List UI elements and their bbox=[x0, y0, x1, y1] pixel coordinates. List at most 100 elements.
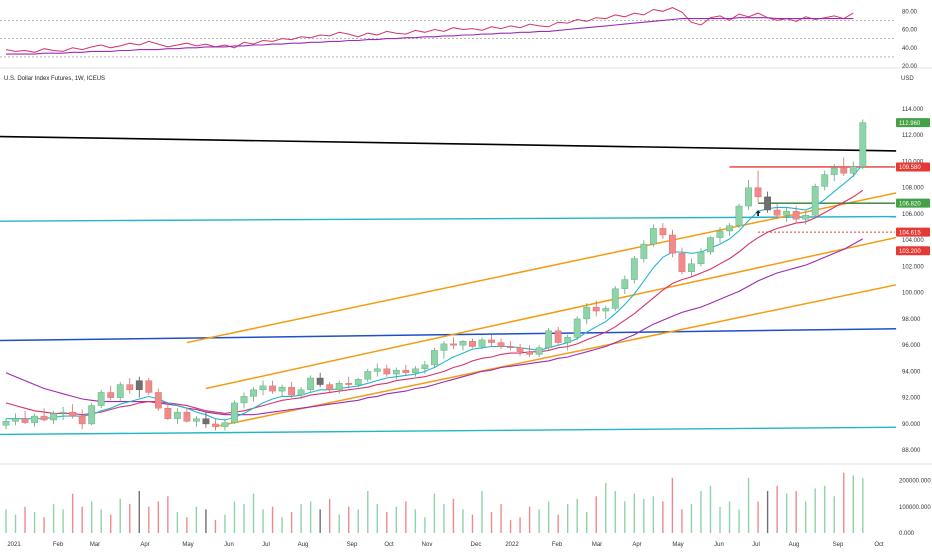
candle-body bbox=[526, 351, 534, 355]
volume-bar bbox=[576, 498, 578, 533]
candle-body bbox=[307, 377, 315, 391]
candle-body bbox=[431, 350, 438, 366]
x-tick-label: Mar bbox=[592, 542, 602, 548]
channel-line-mid bbox=[205, 236, 897, 390]
volume-bar bbox=[110, 514, 112, 533]
volume-bar bbox=[367, 491, 369, 533]
candle-body bbox=[802, 215, 810, 220]
price-tick-label: 98.000 bbox=[902, 317, 921, 323]
volume-bar bbox=[233, 501, 236, 533]
x-tick-label: Jul bbox=[262, 542, 270, 548]
volume-bar bbox=[462, 509, 464, 533]
volume-bar bbox=[852, 475, 854, 533]
rsi-line bbox=[5, 7, 854, 53]
volume-bar bbox=[148, 506, 150, 533]
candle-body bbox=[69, 411, 77, 417]
candle-body bbox=[392, 369, 400, 375]
volume-bar bbox=[205, 509, 207, 533]
candle-body bbox=[592, 306, 600, 312]
candle-body bbox=[278, 386, 286, 392]
volume-bar bbox=[700, 491, 702, 533]
volume-tick-label: 200000.000 bbox=[899, 479, 931, 485]
candle-body bbox=[745, 187, 752, 207]
x-tick-label: 2022 bbox=[505, 542, 519, 548]
candle-body bbox=[12, 418, 19, 422]
volume-bar bbox=[395, 506, 398, 533]
support-line-cyan-upper bbox=[0, 215, 897, 222]
volume-bar bbox=[547, 501, 550, 533]
candle-body bbox=[783, 211, 791, 216]
candle-body bbox=[259, 385, 267, 391]
candle-body bbox=[507, 346, 514, 349]
rsi-panel[interactable] bbox=[0, 0, 932, 68]
volume-bar bbox=[14, 514, 17, 533]
x-tick-label: Feb bbox=[552, 542, 563, 548]
candle-body bbox=[59, 411, 67, 414]
volume-bar bbox=[433, 493, 436, 533]
x-tick-label: Apr bbox=[140, 542, 149, 548]
candle-body bbox=[421, 364, 429, 370]
candle-body bbox=[611, 288, 619, 309]
volume-bar bbox=[24, 506, 26, 533]
candle-body bbox=[669, 234, 676, 254]
price-tag bbox=[896, 246, 930, 256]
volume-bar bbox=[595, 496, 597, 533]
volume-bar bbox=[405, 501, 407, 533]
candle-body bbox=[764, 196, 772, 211]
candle-body bbox=[488, 339, 495, 343]
candle-body bbox=[564, 337, 572, 343]
volume-bar bbox=[605, 483, 607, 533]
volume-bar bbox=[243, 504, 245, 533]
price-panel[interactable] bbox=[0, 69, 932, 464]
candle-body bbox=[640, 243, 648, 259]
candle-body bbox=[545, 330, 553, 349]
candle-body bbox=[192, 418, 200, 422]
volume-bar bbox=[129, 504, 131, 533]
price-tick-label: 112.000 bbox=[902, 133, 924, 139]
volume-bar bbox=[376, 504, 378, 533]
arrow-up-icon bbox=[755, 209, 761, 216]
candle-body bbox=[173, 411, 181, 419]
x-tick-label: Oct bbox=[384, 542, 394, 548]
volume-bar bbox=[271, 506, 274, 533]
x-tick-label: Apr bbox=[632, 542, 641, 548]
candle-body bbox=[288, 386, 295, 396]
candle-body bbox=[126, 384, 134, 391]
volume-bar bbox=[62, 509, 64, 533]
volume-bar bbox=[814, 488, 816, 533]
candle-body bbox=[202, 418, 210, 425]
candle-body bbox=[40, 415, 48, 421]
x-tick-label: Dec bbox=[471, 542, 482, 548]
volume-bar bbox=[690, 504, 693, 533]
volume-bar bbox=[652, 496, 655, 533]
price-tick-label: 88.000 bbox=[902, 448, 921, 454]
candle-body bbox=[107, 392, 115, 398]
candle-body bbox=[50, 413, 58, 421]
candle-body bbox=[411, 368, 419, 373]
volume-bar bbox=[33, 512, 36, 533]
resistance-line-black bbox=[0, 135, 897, 152]
candle-body bbox=[497, 342, 505, 347]
candle-body bbox=[78, 415, 86, 425]
candle-body bbox=[583, 306, 591, 320]
volume-bar bbox=[338, 514, 340, 533]
volume-bar bbox=[624, 501, 626, 533]
price-tick-label: 100.000 bbox=[902, 291, 924, 297]
volume-bar bbox=[262, 509, 264, 533]
candle-body bbox=[402, 369, 410, 373]
candle-body bbox=[440, 343, 448, 351]
volume-bar bbox=[766, 491, 769, 533]
candle-body bbox=[335, 383, 343, 391]
candle-body bbox=[250, 389, 257, 397]
price-tag-label: 104.615 bbox=[899, 230, 921, 236]
volume-bar bbox=[671, 477, 674, 533]
volume-tick-label: 100000.000 bbox=[899, 505, 931, 511]
rsi-tick-label: 20.00 bbox=[902, 64, 918, 70]
candle-body bbox=[450, 343, 457, 346]
volume-bar bbox=[309, 501, 312, 533]
candle-body bbox=[21, 418, 29, 423]
volume-bar bbox=[528, 506, 531, 533]
candle-body bbox=[602, 308, 610, 312]
